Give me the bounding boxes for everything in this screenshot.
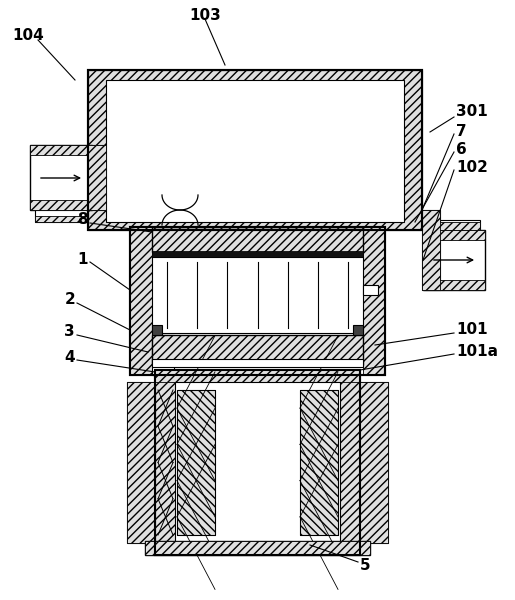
Bar [360, 382, 388, 543]
Bar [423, 230, 485, 240]
Bar [422, 210, 440, 290]
Text: 5: 5 [360, 557, 371, 572]
Bar [177, 390, 215, 535]
Bar [300, 390, 338, 535]
Bar [340, 370, 360, 555]
Bar [363, 227, 385, 375]
Text: 7: 7 [456, 124, 467, 139]
Text: 1: 1 [77, 253, 88, 268]
Bar [155, 370, 175, 555]
Text: 4: 4 [64, 350, 75, 365]
Bar [130, 227, 152, 375]
Bar [30, 145, 92, 155]
Bar [35, 216, 87, 222]
Bar [422, 210, 440, 290]
Bar [155, 370, 360, 382]
Bar [428, 220, 480, 230]
Text: 8: 8 [77, 212, 88, 227]
Bar [363, 285, 378, 295]
Bar [152, 335, 363, 365]
Bar [175, 382, 340, 543]
Bar [145, 541, 370, 555]
Bar [88, 70, 422, 230]
Bar [88, 70, 422, 230]
Bar [152, 227, 363, 252]
Bar [152, 359, 363, 367]
Text: 103: 103 [189, 7, 221, 22]
Bar [155, 370, 360, 555]
Text: 301: 301 [456, 104, 488, 119]
Bar [152, 251, 363, 257]
Text: 101: 101 [456, 323, 488, 337]
Text: 101a: 101a [456, 344, 498, 359]
Bar [177, 390, 215, 535]
Bar [152, 257, 363, 333]
Bar [106, 80, 404, 222]
Text: 2: 2 [64, 292, 75, 307]
Bar [152, 325, 162, 335]
Bar [423, 230, 485, 290]
Bar [88, 70, 422, 230]
Text: 102: 102 [456, 160, 488, 175]
Bar [88, 145, 106, 210]
Bar [152, 335, 174, 375]
Text: 104: 104 [12, 28, 44, 43]
Bar [353, 325, 363, 335]
Bar [155, 543, 360, 555]
Bar [300, 390, 338, 535]
Bar [152, 227, 363, 252]
Bar [130, 227, 385, 375]
Bar [152, 335, 363, 365]
Bar [130, 227, 385, 375]
Bar [127, 382, 155, 543]
Bar [30, 145, 92, 210]
Bar [423, 280, 485, 290]
Bar [127, 382, 155, 543]
Text: 3: 3 [64, 325, 75, 340]
Bar [428, 222, 480, 230]
Bar [30, 200, 92, 210]
Text: 6: 6 [456, 142, 467, 157]
Bar [145, 541, 370, 555]
Bar [360, 382, 388, 543]
Bar [88, 145, 106, 210]
Bar [155, 370, 360, 555]
Bar [35, 210, 87, 222]
